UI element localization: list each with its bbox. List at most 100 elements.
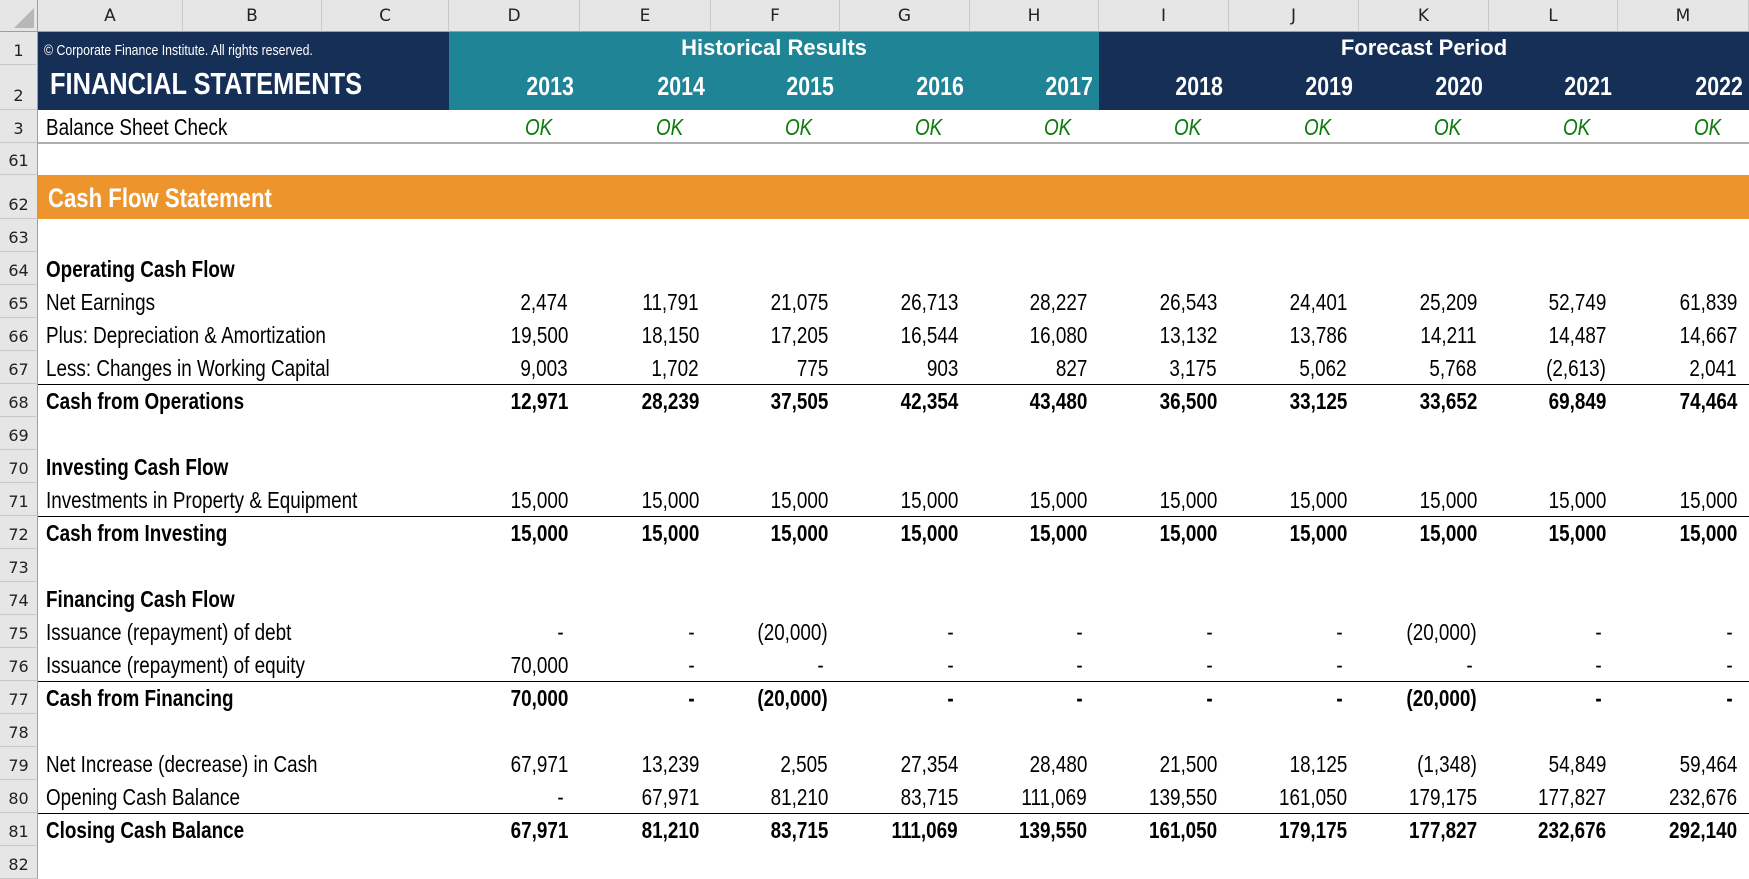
value-cell[interactable]: -	[580, 615, 711, 648]
value-cell[interactable]: 33,125	[1229, 384, 1359, 417]
value-cell[interactable]: 2,474	[449, 285, 580, 318]
column-header-H[interactable]: H	[970, 0, 1099, 32]
row-header-75[interactable]: 75	[0, 615, 38, 648]
value-cell[interactable]: 5,062	[1229, 351, 1359, 384]
value-cell[interactable]: 2,505	[711, 747, 840, 780]
row-header-62[interactable]: 62	[0, 175, 38, 219]
row-header-76[interactable]: 76	[0, 648, 38, 681]
value-cell[interactable]: 2,041	[1618, 351, 1749, 384]
value-cell[interactable]: 161,050	[1229, 780, 1359, 813]
value-cell[interactable]: 232,676	[1618, 780, 1749, 813]
value-cell[interactable]: 775	[711, 351, 840, 384]
value-cell[interactable]: 16,080	[970, 318, 1099, 351]
value-cell[interactable]: 69,849	[1489, 384, 1618, 417]
value-cell[interactable]: 54,849	[1489, 747, 1618, 780]
value-cell[interactable]: 15,000	[1359, 516, 1489, 549]
value-cell[interactable]: 15,000	[580, 516, 711, 549]
value-cell[interactable]: 74,464	[1618, 384, 1749, 417]
value-cell[interactable]: 1,702	[580, 351, 711, 384]
value-cell[interactable]: 83,715	[840, 780, 970, 813]
value-cell[interactable]: 177,827	[1489, 780, 1618, 813]
value-cell[interactable]: -	[840, 615, 970, 648]
value-cell[interactable]: 827	[970, 351, 1099, 384]
value-cell[interactable]: -	[1618, 648, 1749, 681]
value-cell[interactable]: 12,971	[449, 384, 580, 417]
value-cell[interactable]: 26,713	[840, 285, 970, 318]
value-cell[interactable]: 70,000	[449, 648, 580, 681]
value-cell[interactable]: 15,000	[1618, 516, 1749, 549]
value-cell[interactable]: 111,069	[970, 780, 1099, 813]
value-cell[interactable]: 179,175	[1229, 813, 1359, 846]
column-header-G[interactable]: G	[840, 0, 970, 32]
row-header-1[interactable]: 1	[0, 32, 38, 65]
value-cell[interactable]: -	[970, 615, 1099, 648]
value-cell[interactable]: 139,550	[1099, 780, 1229, 813]
value-cell[interactable]: (20,000)	[711, 681, 840, 714]
value-cell[interactable]: 67,971	[580, 780, 711, 813]
column-header-K[interactable]: K	[1359, 0, 1489, 32]
value-cell[interactable]: 161,050	[1099, 813, 1229, 846]
row-header-80[interactable]: 80	[0, 780, 38, 813]
value-cell[interactable]: 15,000	[840, 516, 970, 549]
column-header-J[interactable]: J	[1229, 0, 1359, 32]
value-cell[interactable]: -	[449, 780, 580, 813]
value-cell[interactable]: 15,000	[840, 483, 970, 516]
column-header-I[interactable]: I	[1099, 0, 1229, 32]
value-cell[interactable]: -	[1618, 615, 1749, 648]
row-header-78[interactable]: 78	[0, 714, 38, 747]
value-cell[interactable]: (20,000)	[1359, 681, 1489, 714]
value-cell[interactable]: 15,000	[970, 516, 1099, 549]
value-cell[interactable]: 177,827	[1359, 813, 1489, 846]
row-header-67[interactable]: 67	[0, 351, 38, 384]
value-cell[interactable]: 70,000	[449, 681, 580, 714]
value-cell[interactable]: 5,768	[1359, 351, 1489, 384]
value-cell[interactable]: 28,480	[970, 747, 1099, 780]
row-header-63[interactable]: 63	[0, 219, 38, 252]
value-cell[interactable]: (1,348)	[1359, 747, 1489, 780]
value-cell[interactable]: -	[1229, 648, 1359, 681]
value-cell[interactable]: 15,000	[1489, 483, 1618, 516]
value-cell[interactable]: 3,175	[1099, 351, 1229, 384]
row-header-69[interactable]: 69	[0, 417, 38, 450]
value-cell[interactable]: -	[840, 648, 970, 681]
value-cell[interactable]: 37,505	[711, 384, 840, 417]
value-cell[interactable]: 15,000	[1229, 483, 1359, 516]
value-cell[interactable]: 43,480	[970, 384, 1099, 417]
value-cell[interactable]: 19,500	[449, 318, 580, 351]
value-cell[interactable]: 15,000	[449, 483, 580, 516]
value-cell[interactable]: 21,075	[711, 285, 840, 318]
row-header-77[interactable]: 77	[0, 681, 38, 714]
value-cell[interactable]: 67,971	[449, 813, 580, 846]
value-cell[interactable]: 9,003	[449, 351, 580, 384]
row-header-74[interactable]: 74	[0, 582, 38, 615]
value-cell[interactable]: 15,000	[1359, 483, 1489, 516]
row-header-2[interactable]: 2	[0, 65, 38, 110]
column-header-F[interactable]: F	[711, 0, 840, 32]
value-cell[interactable]: 67,971	[449, 747, 580, 780]
value-cell[interactable]: 21,500	[1099, 747, 1229, 780]
select-all-button[interactable]	[0, 0, 38, 32]
value-cell[interactable]: 18,125	[1229, 747, 1359, 780]
value-cell[interactable]: 15,000	[1099, 483, 1229, 516]
value-cell[interactable]: -	[449, 615, 580, 648]
column-header-E[interactable]: E	[580, 0, 711, 32]
value-cell[interactable]: -	[970, 648, 1099, 681]
value-cell[interactable]: -	[1229, 615, 1359, 648]
value-cell[interactable]: 292,140	[1618, 813, 1749, 846]
value-cell[interactable]: -	[1099, 681, 1229, 714]
value-cell[interactable]: -	[840, 681, 970, 714]
value-cell[interactable]: 15,000	[1099, 516, 1229, 549]
value-cell[interactable]: 83,715	[711, 813, 840, 846]
value-cell[interactable]: 13,132	[1099, 318, 1229, 351]
value-cell[interactable]: 25,209	[1359, 285, 1489, 318]
value-cell[interactable]: 33,652	[1359, 384, 1489, 417]
value-cell[interactable]: 14,667	[1618, 318, 1749, 351]
column-header-C[interactable]: C	[322, 0, 449, 32]
value-cell[interactable]: 13,239	[580, 747, 711, 780]
row-header-82[interactable]: 82	[0, 846, 38, 879]
value-cell[interactable]: 81,210	[580, 813, 711, 846]
column-header-M[interactable]: M	[1618, 0, 1749, 32]
value-cell[interactable]: 14,211	[1359, 318, 1489, 351]
value-cell[interactable]: (20,000)	[1359, 615, 1489, 648]
value-cell[interactable]: 15,000	[970, 483, 1099, 516]
